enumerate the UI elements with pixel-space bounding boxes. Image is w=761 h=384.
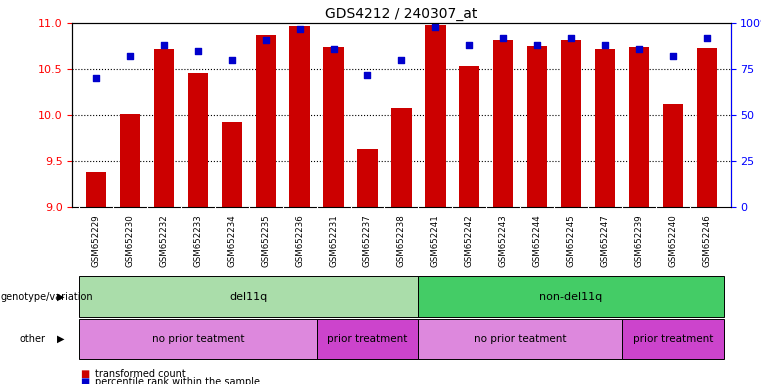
- Point: [599, 42, 611, 48]
- Text: ▶: ▶: [57, 334, 65, 344]
- Bar: [663, 104, 683, 207]
- Bar: [188, 73, 208, 207]
- Bar: [629, 47, 649, 207]
- Text: GSM652247: GSM652247: [600, 214, 610, 267]
- Point: [497, 35, 509, 41]
- Text: GSM652238: GSM652238: [397, 214, 406, 267]
- Text: genotype/variation: genotype/variation: [1, 291, 94, 302]
- Text: GSM652229: GSM652229: [91, 214, 100, 267]
- Text: no prior teatment: no prior teatment: [474, 334, 566, 344]
- Point: [158, 42, 170, 48]
- Bar: [425, 25, 445, 207]
- Bar: [323, 47, 344, 207]
- Bar: [221, 122, 242, 207]
- Point: [565, 35, 577, 41]
- Text: GSM652234: GSM652234: [228, 214, 236, 267]
- Text: GSM652241: GSM652241: [431, 214, 440, 267]
- Text: percentile rank within the sample: percentile rank within the sample: [95, 377, 260, 384]
- Text: del11q: del11q: [230, 291, 268, 302]
- Point: [633, 46, 645, 52]
- Text: GSM652231: GSM652231: [329, 214, 338, 267]
- Point: [90, 75, 102, 81]
- Bar: [493, 40, 514, 207]
- Text: GSM652245: GSM652245: [567, 214, 575, 267]
- Bar: [595, 49, 615, 207]
- Bar: [256, 35, 276, 207]
- Point: [361, 71, 374, 78]
- Point: [327, 46, 339, 52]
- Point: [192, 48, 204, 54]
- Text: GSM652243: GSM652243: [498, 214, 508, 267]
- Point: [429, 24, 441, 30]
- Text: non-del11q: non-del11q: [540, 291, 603, 302]
- Text: GSM652230: GSM652230: [126, 214, 135, 267]
- Point: [124, 53, 136, 59]
- Point: [294, 25, 306, 31]
- Bar: [696, 48, 717, 207]
- Text: ■: ■: [80, 369, 89, 379]
- Text: GSM652236: GSM652236: [295, 214, 304, 267]
- Text: no prior teatment: no prior teatment: [151, 334, 244, 344]
- Bar: [289, 26, 310, 207]
- Bar: [527, 46, 547, 207]
- Title: GDS4212 / 240307_at: GDS4212 / 240307_at: [325, 7, 478, 21]
- Bar: [154, 49, 174, 207]
- Text: prior treatment: prior treatment: [327, 334, 408, 344]
- Text: GSM652244: GSM652244: [533, 214, 542, 267]
- Point: [463, 42, 476, 48]
- Text: GSM652242: GSM652242: [465, 214, 474, 267]
- Text: GSM652246: GSM652246: [702, 214, 712, 267]
- Bar: [391, 108, 412, 207]
- Text: ▶: ▶: [57, 291, 65, 302]
- Text: GSM652240: GSM652240: [668, 214, 677, 267]
- Point: [531, 42, 543, 48]
- Text: ■: ■: [80, 377, 89, 384]
- Point: [226, 57, 238, 63]
- Text: GSM652233: GSM652233: [193, 214, 202, 267]
- Bar: [86, 172, 107, 207]
- Point: [667, 53, 679, 59]
- Text: GSM652239: GSM652239: [635, 214, 644, 267]
- Point: [260, 36, 272, 43]
- Point: [701, 35, 713, 41]
- Point: [396, 57, 408, 63]
- Text: transformed count: transformed count: [95, 369, 186, 379]
- Text: prior treatment: prior treatment: [632, 334, 713, 344]
- Text: GSM652235: GSM652235: [261, 214, 270, 267]
- Bar: [119, 114, 140, 207]
- Text: GSM652237: GSM652237: [363, 214, 372, 267]
- Bar: [358, 149, 377, 207]
- Bar: [561, 40, 581, 207]
- Text: other: other: [19, 334, 45, 344]
- Bar: [459, 66, 479, 207]
- Text: GSM652232: GSM652232: [159, 214, 168, 267]
